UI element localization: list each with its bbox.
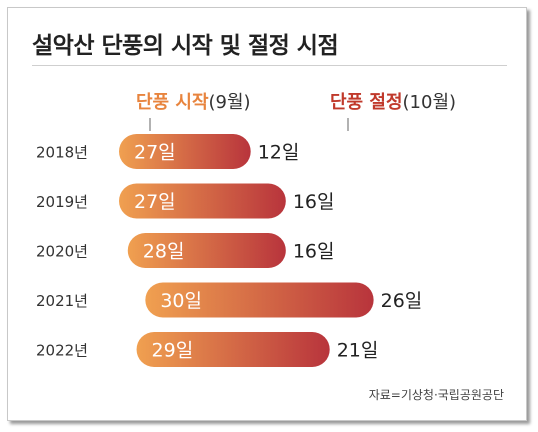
source-note: 자료=기상청·국립공원공단 <box>368 388 504 402</box>
year-label: 2019년 <box>36 193 88 211</box>
legend-start: 단풍 시작(9월) <box>136 88 251 114</box>
peak-day-label: 21일 <box>337 340 379 362</box>
duration-bar <box>119 183 286 219</box>
peak-day-label: 26일 <box>381 290 423 312</box>
year-label: 2021년 <box>36 292 88 310</box>
start-day-label: 27일 <box>134 142 176 164</box>
start-day-label: 29일 <box>152 340 194 362</box>
title-divider <box>32 65 507 66</box>
chart-title: 설악산 단풍의 시작 및 절정 시점 <box>32 33 339 59</box>
legend-start-label: 단풍 시작 <box>136 92 209 113</box>
duration-bar <box>119 134 251 169</box>
start-day-label: 27일 <box>134 191 176 213</box>
peak-day-label: 12일 <box>258 142 300 164</box>
peak-day-label: 16일 <box>293 191 335 213</box>
duration-bar <box>127 233 286 268</box>
year-label: 2018년 <box>36 144 88 162</box>
legend-end-month: (10월) <box>402 92 457 113</box>
year-label: 2020년 <box>36 243 88 261</box>
legend-end-label: 단풍 절정 <box>330 92 403 113</box>
legend-end: 단풍 절정(10월) <box>330 88 456 114</box>
duration-bar <box>145 282 374 318</box>
legend-start-month: (9월) <box>208 92 251 113</box>
year-label: 2022년 <box>36 342 88 360</box>
start-day-label: 28일 <box>143 241 185 263</box>
peak-day-label: 16일 <box>293 241 335 263</box>
start-day-label: 30일 <box>160 290 202 312</box>
duration-bar <box>136 332 330 367</box>
